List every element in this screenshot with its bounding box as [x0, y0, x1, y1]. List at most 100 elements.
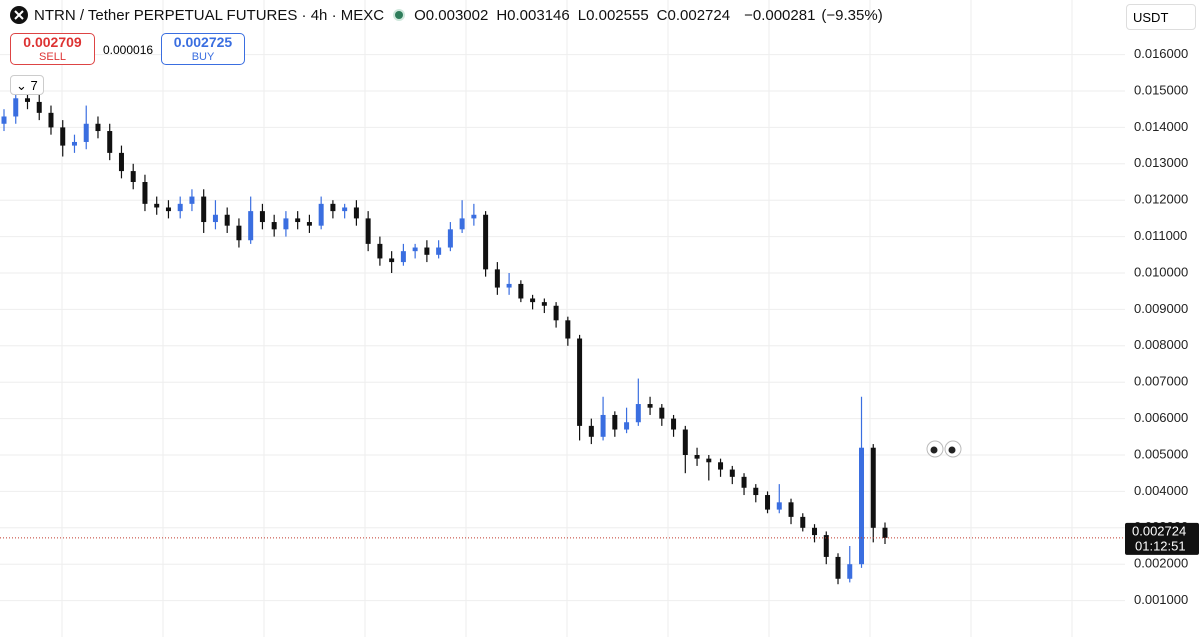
candle-body: [471, 214, 477, 219]
candle-body: [248, 211, 254, 241]
ohlc-value: 0.002555: [586, 6, 649, 24]
candle-body: [741, 476, 747, 488]
candle-body: [154, 203, 160, 208]
candle-body: [671, 418, 677, 430]
ohlc-value: 0.003002: [425, 6, 489, 24]
candle-body: [212, 214, 218, 223]
candle-body: [753, 487, 759, 496]
candle-body: [553, 305, 559, 321]
candle-body: [588, 425, 594, 437]
candle-body: [847, 564, 853, 579]
candle-body: [424, 247, 430, 255]
indicators-toggle[interactable]: ⌄ 7: [10, 75, 44, 95]
candle-body: [330, 203, 336, 212]
candle-body: [823, 535, 829, 557]
candle-body: [812, 527, 818, 536]
candle-body: [165, 207, 171, 212]
indicators-count: 7: [30, 78, 38, 93]
ohlc-value: 0.002724: [667, 6, 731, 24]
candle-body: [530, 298, 536, 303]
header: NTRN / Tether PERPETUAL FUTURES · 4h · M…: [10, 6, 889, 24]
y-tick-label: 0.004000: [1134, 483, 1188, 498]
candle-body: [13, 98, 19, 117]
candle-body: [271, 222, 277, 230]
candle-body: [647, 404, 653, 408]
candle-body: [48, 112, 54, 128]
candle-body: [83, 123, 89, 142]
buy-price: 0.002725: [173, 34, 233, 50]
y-tick-label: 0.006000: [1134, 410, 1188, 425]
candle-body: [118, 152, 124, 172]
candle-body: [259, 211, 265, 223]
candle-body: [142, 182, 148, 204]
y-tick-label: 0.010000: [1134, 264, 1188, 279]
currency-select[interactable]: USDT: [1126, 4, 1196, 30]
candle-body: [389, 258, 395, 263]
candle-body: [518, 283, 524, 299]
candle-body: [436, 247, 442, 255]
spread: 0.000016: [103, 43, 154, 57]
y-tick-label: 0.011000: [1134, 228, 1187, 243]
candle-body: [800, 516, 806, 528]
candle-body: [236, 225, 242, 241]
candle-body: [224, 214, 230, 226]
change-pct: (−9.35%): [821, 6, 883, 24]
logo: [10, 6, 28, 24]
candle-body: [447, 229, 453, 248]
y-tick-label: 0.001000: [1134, 592, 1188, 607]
y-tick-label: 0.007000: [1134, 374, 1188, 389]
candle-body: [776, 502, 782, 510]
candle-body: [600, 414, 606, 437]
candle-body: [882, 527, 888, 538]
candle-body: [295, 218, 301, 223]
candle-body: [177, 203, 183, 212]
candle-body: [706, 458, 712, 463]
candle-body: [60, 127, 66, 146]
last-price-label: 0.002724: [1132, 523, 1186, 538]
candle-body: [377, 243, 383, 259]
countdown: 01:12:51: [1135, 538, 1186, 553]
candle-body: [400, 251, 406, 263]
y-tick-label: 0.015000: [1134, 82, 1188, 97]
sell-price: 0.002709: [23, 34, 82, 50]
symbol: NTRN / Tether PERPETUAL FUTURES · 4h · M…: [34, 6, 385, 24]
candle-body: [283, 218, 289, 230]
y-tick-label: 0.013000: [1134, 155, 1188, 170]
candle-body: [682, 429, 688, 455]
candle-body: [694, 455, 700, 459]
candle-body: [107, 131, 113, 153]
candle-body: [565, 320, 571, 339]
sell-label: SELL: [39, 51, 66, 63]
candle-body: [459, 218, 465, 230]
candle-body: [835, 556, 841, 579]
candle-body: [412, 247, 418, 252]
ohlc: O0.003002 H0.003146 L0.002555 C0.002724: [414, 7, 738, 24]
sell-button[interactable]: 0.002709 SELL: [10, 33, 95, 65]
candle-body: [201, 196, 207, 223]
change: −0.000281: [744, 6, 816, 24]
candle-body: [306, 222, 312, 226]
ohlc-key: L: [577, 6, 587, 24]
buy-button[interactable]: 0.002725 BUY: [161, 33, 245, 65]
status-dot: [393, 9, 406, 21]
buy-label: BUY: [191, 51, 215, 63]
y-tick-label: 0.016000: [1134, 46, 1188, 61]
candle-body: [859, 447, 865, 565]
candle-body: [95, 123, 101, 132]
candle-body: [541, 302, 547, 306]
candle-body: [189, 196, 195, 204]
candle-body: [71, 141, 77, 146]
candle-body: [870, 447, 876, 528]
candle-body: [24, 98, 30, 102]
candle-body: [342, 207, 348, 212]
candle-body: [494, 269, 500, 288]
last-price-box: [1125, 522, 1199, 555]
ohlc-key: C: [656, 6, 668, 24]
candle-body: [659, 407, 665, 419]
candle-body: [130, 171, 136, 182]
ohlc-key: H: [496, 6, 508, 24]
candle-body: [1, 116, 7, 124]
eyes: [926, 440, 962, 458]
candle-body: [729, 469, 735, 477]
